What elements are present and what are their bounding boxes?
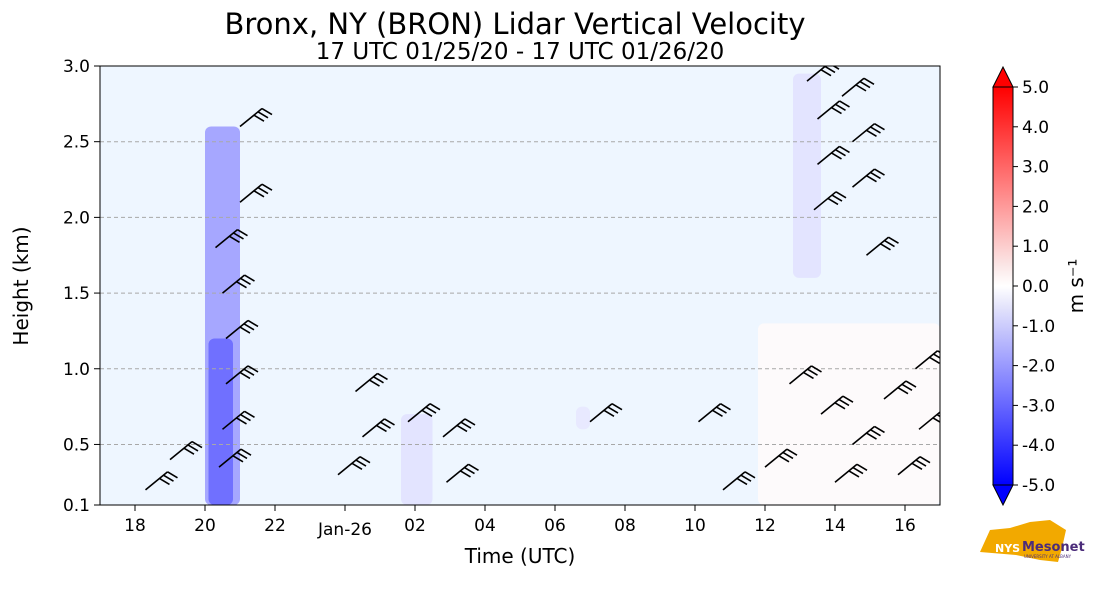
wind-barb xyxy=(816,100,850,120)
wind-barb xyxy=(445,463,479,483)
wind-barb xyxy=(239,183,273,203)
colorbar-extend-min xyxy=(992,484,1014,507)
colorbar-tick-label: 4.0 xyxy=(1022,118,1049,138)
wind-barb xyxy=(820,395,854,415)
mesonet-logo: NYS Mesonet UNIVERSITY AT ALBANY xyxy=(980,520,1085,562)
colorbar-tick-label: 0.0 xyxy=(1022,277,1049,297)
wind-barb xyxy=(851,168,885,188)
wind-barb xyxy=(221,274,255,294)
y-tick-label: 0.1 xyxy=(63,496,90,516)
colorbar-label: m s⁻¹ xyxy=(1064,259,1088,314)
chart-title: Bronx, NY (BRON) Lidar Vertical Velocity xyxy=(224,7,805,41)
colorbar-tick-label: 2.0 xyxy=(1022,197,1049,217)
ny-state-shape xyxy=(980,520,1066,562)
x-tick-label: Jan-26 xyxy=(317,520,372,540)
x-tick-label: 22 xyxy=(264,516,286,536)
wind-barb xyxy=(337,456,371,476)
y-tick-label: 2.0 xyxy=(63,208,90,228)
colorbar-tick-label: 3.0 xyxy=(1022,158,1049,178)
colorbar-gradient xyxy=(992,86,1014,486)
wind-barb xyxy=(354,372,388,393)
colorbar-tick-label: -4.0 xyxy=(1022,436,1055,456)
colorbar-tick-label: -1.0 xyxy=(1022,317,1055,337)
wind-barb xyxy=(407,403,441,423)
colorbar-ticks: 5.0 4.0 3.0 2.0 1.0 0.0 -1.0 -2.0 -3.0 -4.0 -5.0 xyxy=(1013,78,1055,496)
y-tick-label: 1.0 xyxy=(63,360,90,380)
wind-barb xyxy=(225,365,259,385)
wind-barb xyxy=(914,350,940,370)
wind-barb xyxy=(589,403,623,423)
velocity-region xyxy=(576,406,590,430)
wind-barb xyxy=(851,425,885,446)
wind-barb xyxy=(918,411,940,430)
x-tick-label: 18 xyxy=(124,516,146,536)
x-tick-label: 16 xyxy=(894,516,916,536)
x-tick-label: 08 xyxy=(614,516,636,536)
wind-barb xyxy=(851,123,885,143)
colorbar: 5.0 4.0 3.0 2.0 1.0 0.0 -1.0 -2.0 -3.0 -4.0 -5.0 m… xyxy=(992,65,1088,507)
colorbar-tick-label: -5.0 xyxy=(1022,476,1055,496)
wind-barb xyxy=(834,463,868,483)
wind-barb xyxy=(897,456,931,476)
logo-badge: NYS xyxy=(995,542,1020,555)
colorbar-tick-label: -2.0 xyxy=(1022,357,1055,377)
wind-barb xyxy=(218,448,252,468)
wind-barb xyxy=(841,77,875,97)
wind-barb xyxy=(764,448,798,468)
x-tick-label: 20 xyxy=(194,516,216,536)
y-axis-label: Height (km) xyxy=(9,226,33,345)
colorbar-extend-max xyxy=(992,65,1014,88)
wind-barb xyxy=(865,236,899,256)
x-tick-label: 04 xyxy=(474,516,496,536)
wind-barb xyxy=(788,365,822,385)
wind-barb xyxy=(361,418,395,438)
wind-barb xyxy=(722,471,756,491)
x-tick-label: 02 xyxy=(404,516,426,536)
logo-text: Mesonet xyxy=(1022,540,1085,555)
velocity-region xyxy=(208,338,233,505)
wind-barb xyxy=(214,228,248,249)
y-tick-label: 0.5 xyxy=(63,435,90,455)
chart-subtitle: 17 UTC 01/25/20 - 17 UTC 01/26/20 xyxy=(316,39,725,65)
velocity-region xyxy=(758,323,940,505)
wind-barb xyxy=(169,440,203,461)
wind-barbs xyxy=(144,66,940,491)
wind-barb xyxy=(883,380,917,400)
x-tick-label: 14 xyxy=(824,516,846,536)
wind-barb xyxy=(697,403,731,423)
x-axis-ticks: 18 20 22 Jan-26 02 04 06 08 10 12 14 16 xyxy=(124,505,916,540)
x-tick-label: 06 xyxy=(544,516,566,536)
wind-barb xyxy=(816,145,850,166)
y-tick-label: 2.5 xyxy=(63,133,90,153)
wind-barb xyxy=(239,107,273,128)
colorbar-tick-label: -3.0 xyxy=(1022,396,1055,416)
x-axis-label: Time (UTC) xyxy=(464,544,576,568)
x-tick-label: 12 xyxy=(754,516,776,536)
colorbar-tick-label: 1.0 xyxy=(1022,237,1049,257)
gridlines xyxy=(100,141,940,445)
y-tick-label: 3.0 xyxy=(63,57,90,77)
wind-barb xyxy=(813,191,847,211)
wind-barb xyxy=(144,471,178,491)
wind-barb xyxy=(225,319,259,340)
y-tick-label: 1.5 xyxy=(63,284,90,304)
wind-barb xyxy=(442,418,476,438)
plot-frame xyxy=(99,65,941,506)
velocity-region xyxy=(401,414,433,505)
logo-subtext: UNIVERSITY AT ALBANY xyxy=(1024,554,1072,559)
x-tick-label: 10 xyxy=(684,516,706,536)
y-axis-ticks: 0.1 0.5 1.0 1.5 2.0 2.5 3.0 xyxy=(63,57,100,516)
wind-barb xyxy=(221,410,255,430)
colorbar-tick-label: 5.0 xyxy=(1022,78,1049,98)
velocity-region xyxy=(793,73,821,278)
